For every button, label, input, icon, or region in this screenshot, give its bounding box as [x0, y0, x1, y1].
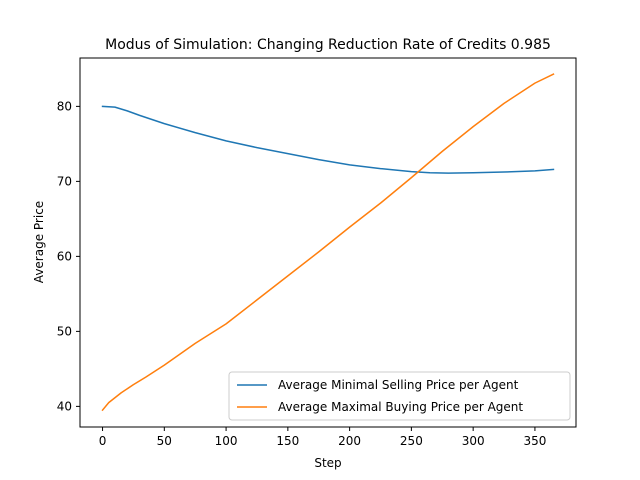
- legend-box: [228, 371, 571, 421]
- x-axis-ticks: 0 50 100 150 200 250 300 350: [99, 427, 546, 448]
- legend: Average Minimal Selling Price per Agent …: [228, 371, 571, 421]
- y-tick-label: 70: [57, 174, 72, 188]
- legend-label-buying: Average Maximal Buying Price per Agent: [278, 400, 523, 414]
- plot-area-frame: [79, 57, 577, 428]
- chart-title: Modus of Simulation: Changing Reduction …: [105, 37, 551, 53]
- y-axis-ticks: 40 50 60 70 80: [57, 99, 80, 413]
- x-tick-label: 200: [338, 434, 361, 448]
- y-tick-label: 40: [57, 399, 72, 413]
- x-axis-label: Step: [314, 456, 341, 470]
- y-tick-label: 60: [57, 249, 72, 263]
- y-tick-label: 80: [57, 99, 72, 113]
- x-tick-label: 350: [523, 434, 546, 448]
- x-tick-label: 50: [157, 434, 172, 448]
- y-tick-label: 50: [57, 324, 72, 338]
- x-tick-label: 100: [215, 434, 238, 448]
- x-tick-label: 300: [462, 434, 485, 448]
- series-line-selling: [101, 105, 555, 174]
- x-tick-label: 0: [99, 434, 107, 448]
- legend-label-selling: Average Minimal Selling Price per Agent: [278, 378, 519, 392]
- x-tick-label: 150: [276, 434, 299, 448]
- series-line-buying: [101, 73, 555, 412]
- x-tick-label: 250: [400, 434, 423, 448]
- y-axis-label: Average Price: [32, 201, 46, 283]
- series-lines: [101, 73, 555, 412]
